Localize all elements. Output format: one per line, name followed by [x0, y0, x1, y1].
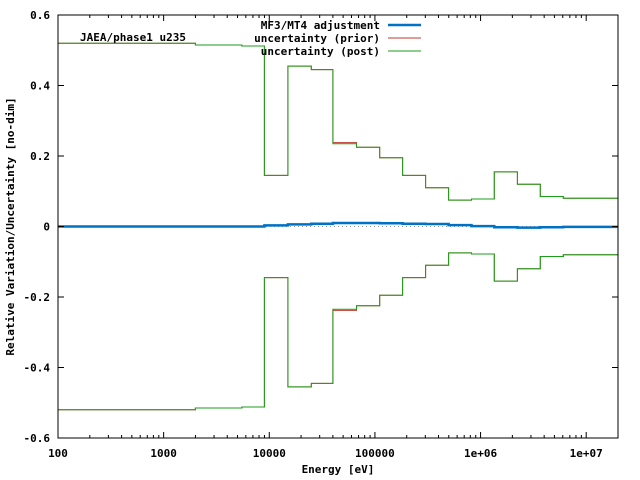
y-axis-label: Relative Variation/Uncertainty [no-dim] — [4, 97, 17, 355]
y-tick-label: 0 — [43, 221, 50, 234]
y-tick-label: 0.4 — [30, 80, 50, 93]
x-tick-label: 1e+06 — [464, 447, 497, 460]
y-tick-label: 0.2 — [30, 150, 50, 163]
y-tick-label: -0.6 — [24, 432, 51, 445]
series-mf3-mt4-adjustment — [58, 221, 618, 229]
series-uncertainty-post-lower — [58, 252, 618, 411]
legend-label: uncertainty (post) — [261, 45, 380, 58]
legend-label: uncertainty (prior) — [254, 32, 380, 45]
plot-area — [58, 42, 618, 411]
x-tick-label: 1000 — [150, 447, 177, 460]
x-tick-label: 100000 — [355, 447, 395, 460]
axis-ticks: -0.6 -0.4 -0.2 0 0.2 0.4 0.6 100 1000 10000 100000… — [24, 9, 618, 460]
series-uncertainty-post-upper — [58, 42, 618, 201]
series-uncertainty-prior-upper — [58, 42, 618, 201]
x-tick-label: 100 — [48, 447, 68, 460]
chart-annotation: JAEA/phase1 u235 — [80, 31, 186, 44]
legend-label: MF3/MT4 adjustment — [261, 19, 380, 32]
x-axis-label: Energy [eV] — [302, 463, 375, 476]
y-tick-label: -0.2 — [24, 291, 51, 304]
x-tick-label: 1e+07 — [570, 447, 603, 460]
y-tick-label: 0.6 — [30, 9, 50, 22]
series-uncertainty-prior-lower — [58, 252, 618, 411]
y-tick-label: -0.4 — [24, 362, 51, 375]
x-tick-label: 10000 — [253, 447, 286, 460]
